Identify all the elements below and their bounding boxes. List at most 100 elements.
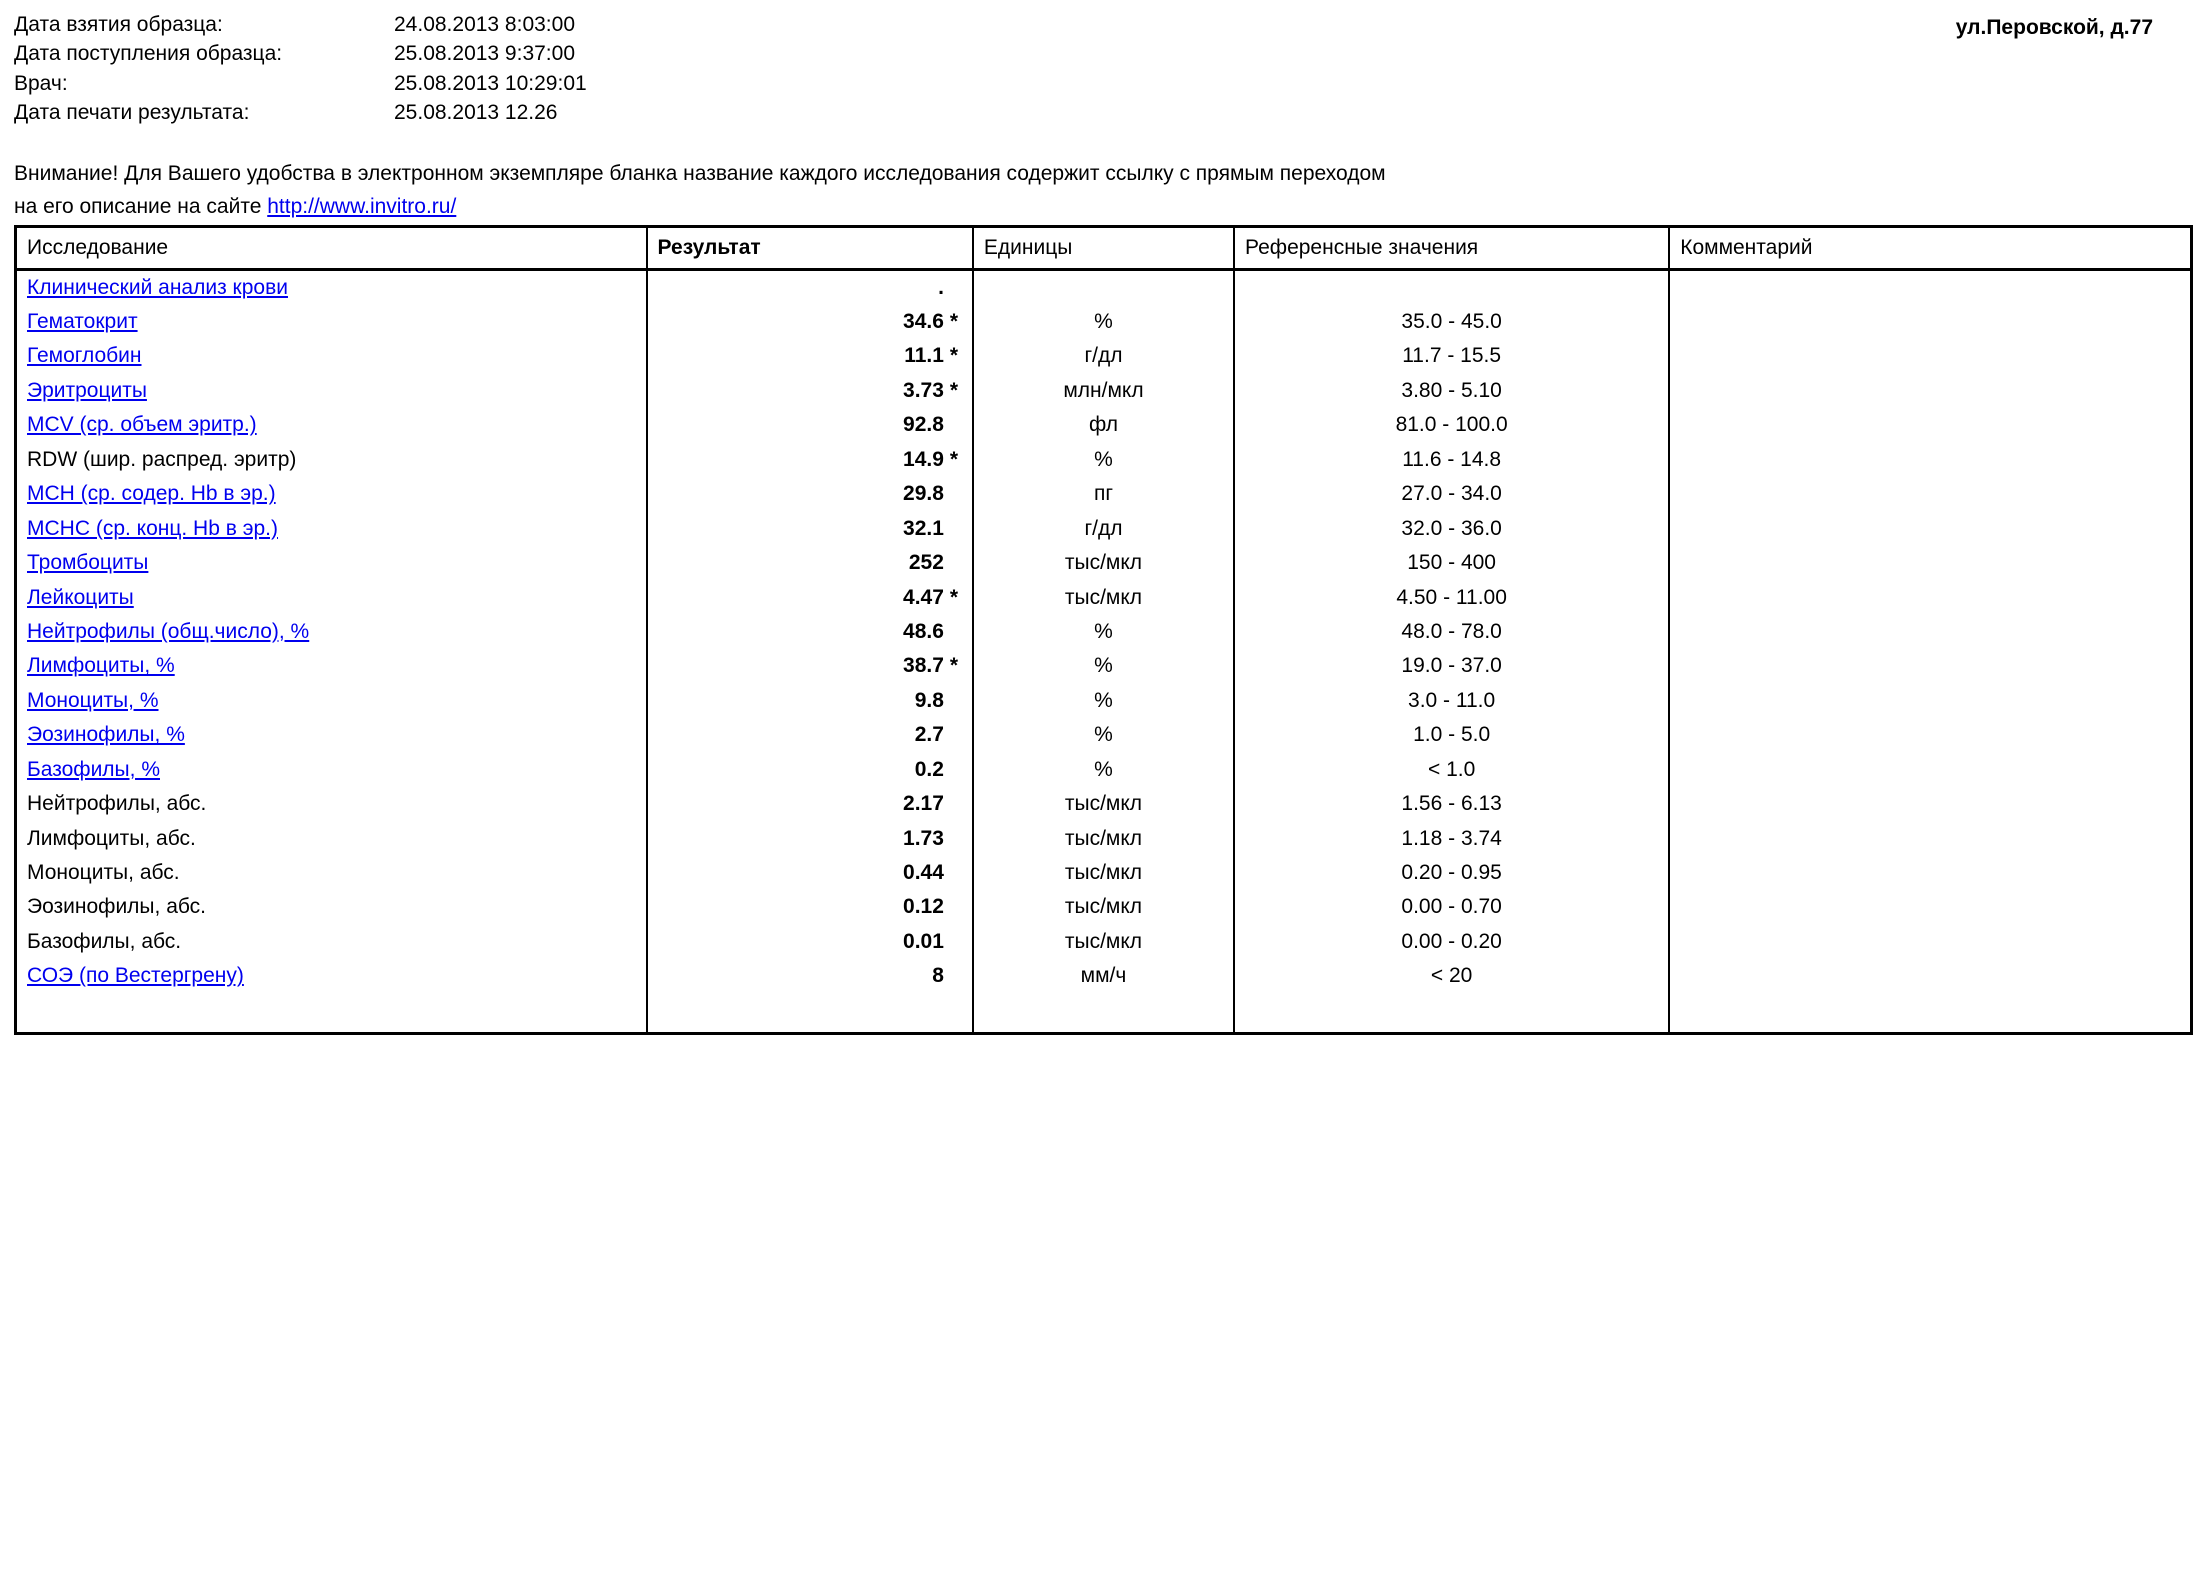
cell-comment — [1669, 890, 2191, 924]
test-name-text: Лимфоциты, абс. — [27, 827, 196, 850]
test-name-link[interactable]: Гематокрит — [27, 310, 138, 333]
result-value: 2.17 — [903, 789, 944, 819]
cell-reference: 4.50 - 11.00 — [1234, 581, 1669, 615]
result-value: 0.2 — [915, 755, 944, 785]
cell-result: 0.01 — [647, 925, 973, 959]
cell-result: 8 — [647, 959, 973, 993]
test-name-link[interactable]: Лимфоциты, % — [27, 654, 175, 677]
cell-reference: 3.0 - 11.0 — [1234, 684, 1669, 718]
test-name-link[interactable]: СОЭ (по Вестергрену) — [27, 964, 244, 987]
col-header-reference: Референсные значения — [1234, 226, 1669, 269]
cell-units: % — [973, 649, 1234, 683]
table-row: RDW (шир. распред. эритр)14.9*%11.6 - 14… — [16, 443, 2192, 477]
cell-units: тыс/мкл — [973, 822, 1234, 856]
result-value: 0.44 — [903, 858, 944, 888]
test-name-link[interactable]: MCH (ср. содер. Hb в эр.) — [27, 482, 276, 505]
result-flag: * — [944, 651, 962, 681]
test-name-text: Нейтрофилы, абс. — [27, 792, 206, 815]
header-meta: Дата взятия образца: Дата поступления об… — [14, 10, 644, 128]
cell-result: 3.73* — [647, 374, 973, 408]
cell-result: 0.12 — [647, 890, 973, 924]
cell-result: 4.47* — [647, 581, 973, 615]
test-name-text: Моноциты, абс. — [27, 861, 180, 884]
test-name-link[interactable]: Эозинофилы, % — [27, 723, 185, 746]
test-name-link[interactable]: Моноциты, % — [27, 689, 159, 712]
table-row: Моноциты, абс.0.44тыс/мкл0.20 - 0.95 — [16, 856, 2192, 890]
cell-test-name: MCV (ср. объем эритр.) — [16, 408, 647, 442]
cell-test-name: Эозинофилы, % — [16, 718, 647, 752]
table-row: Нейтрофилы, абс.2.17тыс/мкл1.56 - 6.13 — [16, 787, 2192, 821]
cell-reference: 1.0 - 5.0 — [1234, 718, 1669, 752]
results-table: Исследование Результат Единицы Референсн… — [14, 225, 2193, 1036]
notice-link[interactable]: http://www.invitro.ru/ — [267, 195, 456, 218]
cell-comment — [1669, 443, 2191, 477]
cell-units: % — [973, 753, 1234, 787]
cell-test-name: MCHC (ср. конц. Hb в эр.) — [16, 512, 647, 546]
test-name-link[interactable]: Лейкоциты — [27, 586, 134, 609]
cell-test-name: Нейтрофилы (общ.число), % — [16, 615, 647, 649]
cell-reference: 3.80 - 5.10 — [1234, 374, 1669, 408]
col-header-result: Результат — [647, 226, 973, 269]
cell-test-name: Лимфоциты, % — [16, 649, 647, 683]
test-name-link[interactable]: Клинический анализ крови — [27, 276, 288, 299]
table-row: Тромбоциты252тыс/мкл150 - 400 — [16, 546, 2192, 580]
cell-comment — [1669, 684, 2191, 718]
cell-reference: 81.0 - 100.0 — [1234, 408, 1669, 442]
cell-result: 252 — [647, 546, 973, 580]
table-padding-row — [16, 994, 2192, 1034]
cell-result: 92.8 — [647, 408, 973, 442]
result-value: 9.8 — [915, 686, 944, 716]
cell-test-name: Эритроциты — [16, 374, 647, 408]
test-name-link[interactable]: MCV (ср. объем эритр.) — [27, 413, 257, 436]
value-doctor: 25.08.2013 10:29:01 — [394, 69, 644, 98]
cell-reference: 35.0 - 45.0 — [1234, 305, 1669, 339]
value-print-date: 25.08.2013 12.26 — [394, 98, 644, 127]
result-value: 4.47 — [903, 583, 944, 613]
cell-test-name: Гематокрит — [16, 305, 647, 339]
table-row: Эозинофилы, %2.7%1.0 - 5.0 — [16, 718, 2192, 752]
cell-result: 9.8 — [647, 684, 973, 718]
cell-test-name: Моноциты, % — [16, 684, 647, 718]
result-value: 0.12 — [903, 892, 944, 922]
cell-test-name: MCH (ср. содер. Hb в эр.) — [16, 477, 647, 511]
result-flag: * — [944, 376, 962, 406]
cell-test-name: СОЭ (по Вестергрену) — [16, 959, 647, 993]
cell-result: 2.17 — [647, 787, 973, 821]
test-name-text: Эозинофилы, абс. — [27, 895, 206, 918]
result-value: 29.8 — [903, 479, 944, 509]
test-name-link[interactable]: Гемоглобин — [27, 344, 142, 367]
cell-result: 32.1 — [647, 512, 973, 546]
notice-line1: Внимание! Для Вашего удобства в электрон… — [14, 158, 2193, 190]
cell-comment — [1669, 822, 2191, 856]
value-sample-received: 25.08.2013 9:37:00 — [394, 39, 644, 68]
cell-units: % — [973, 443, 1234, 477]
meta-values-column: 24.08.2013 8:03:00 25.08.2013 9:37:00 25… — [394, 10, 644, 128]
cell-units: тыс/мкл — [973, 890, 1234, 924]
cell-comment — [1669, 959, 2191, 993]
test-name-link[interactable]: MCHC (ср. конц. Hb в эр.) — [27, 517, 278, 540]
result-value: 1.73 — [903, 824, 944, 854]
cell-comment — [1669, 649, 2191, 683]
test-name-link[interactable]: Базофилы, % — [27, 758, 160, 781]
table-row: Эритроциты3.73*млн/мкл3.80 - 5.10 — [16, 374, 2192, 408]
cell-test-name: Эозинофилы, абс. — [16, 890, 647, 924]
cell-test-name: Клинический анализ крови — [16, 269, 647, 305]
table-row: Гемоглобин11.1*г/дл11.7 - 15.5 — [16, 339, 2192, 373]
col-header-units: Единицы — [973, 226, 1234, 269]
table-row: Лимфоциты, %38.7*%19.0 - 37.0 — [16, 649, 2192, 683]
cell-units — [973, 269, 1234, 305]
cell-reference: 27.0 - 34.0 — [1234, 477, 1669, 511]
address: ул.Перовской, д.77 — [1956, 10, 2193, 40]
cell-units: мм/ч — [973, 959, 1234, 993]
cell-units: г/дл — [973, 339, 1234, 373]
test-name-link[interactable]: Эритроциты — [27, 379, 147, 402]
test-name-link[interactable]: Нейтрофилы (общ.число), % — [27, 620, 309, 643]
table-row: СОЭ (по Вестергрену)8мм/ч< 20 — [16, 959, 2192, 993]
table-row: Нейтрофилы (общ.число), %48.6%48.0 - 78.… — [16, 615, 2192, 649]
cell-units: тыс/мкл — [973, 787, 1234, 821]
cell-result: 0.44 — [647, 856, 973, 890]
cell-reference: < 1.0 — [1234, 753, 1669, 787]
result-value: . — [938, 273, 944, 303]
test-name-link[interactable]: Тромбоциты — [27, 551, 148, 574]
table-row: Лейкоциты4.47*тыс/мкл4.50 - 11.00 — [16, 581, 2192, 615]
